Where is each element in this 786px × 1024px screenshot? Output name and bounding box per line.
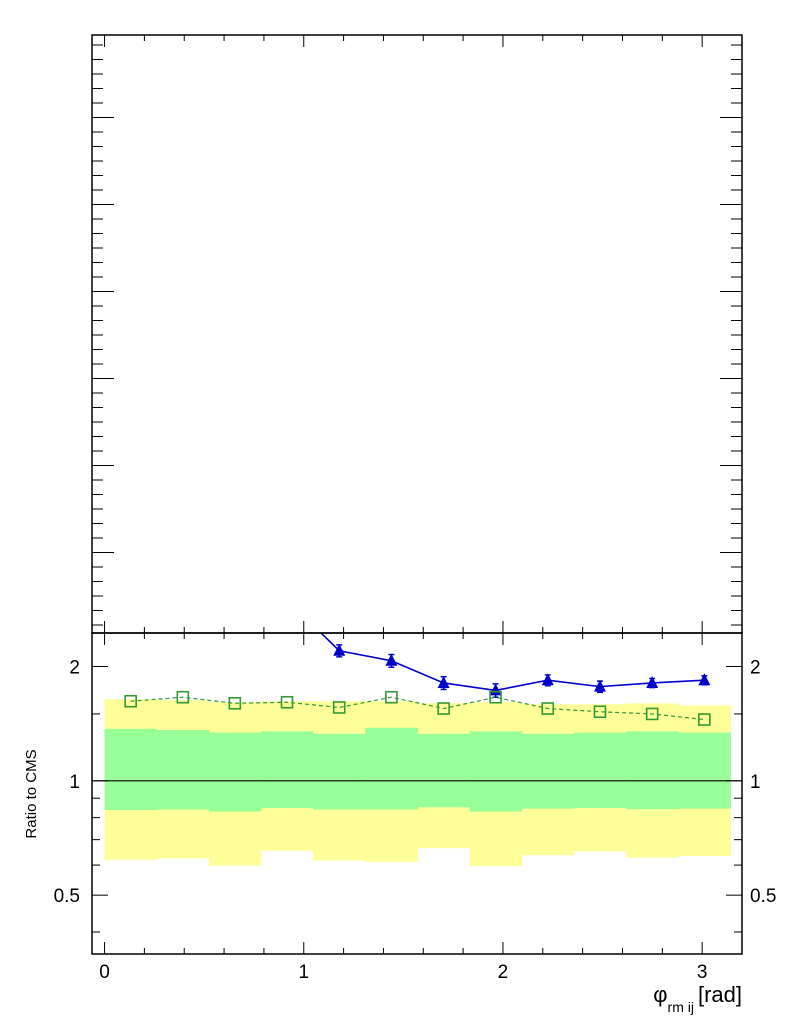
series-0-line bbox=[319, 633, 705, 692]
series-1-point bbox=[124, 694, 137, 708]
series-1-point bbox=[385, 690, 398, 704]
tick-labels: 0 1 2 3 0.5 0.5 1 1 2 2 bbox=[54, 657, 777, 983]
band-inner-bin bbox=[104, 728, 158, 810]
x-tick-label: 0 bbox=[99, 962, 110, 983]
y-tick-label-right: 0.5 bbox=[750, 886, 776, 907]
band-inner-bin bbox=[417, 733, 471, 808]
series-1-point bbox=[228, 696, 242, 710]
series-layer bbox=[124, 508, 711, 726]
uncertainty-bands bbox=[104, 699, 731, 866]
series-0-point bbox=[333, 643, 346, 656]
y-tick-label-right: 1 bbox=[750, 772, 761, 793]
y-tick-label: 0.5 bbox=[54, 886, 80, 907]
series-1-point bbox=[698, 713, 711, 726]
series-1-point bbox=[489, 690, 502, 704]
series-0-point bbox=[177, 529, 189, 541]
y-tick-label: 2 bbox=[69, 657, 80, 678]
series-0-point bbox=[229, 563, 241, 575]
band-inner-bin bbox=[521, 733, 575, 809]
x-axis-label-unit: [rad] bbox=[698, 982, 742, 1007]
band-inner-bin bbox=[573, 732, 627, 809]
band-inner-bin bbox=[678, 732, 731, 809]
series-0-point bbox=[437, 675, 450, 688]
band-inner-bin bbox=[156, 730, 210, 810]
series-0-point bbox=[281, 593, 293, 605]
series-1-point bbox=[280, 695, 294, 709]
ratio-panel-ticks bbox=[92, 633, 743, 954]
ratio-panel: 0 1 2 3 0.5 0.5 1 1 2 2 bbox=[54, 508, 777, 983]
series-0-point bbox=[125, 508, 137, 520]
x-tick-label: 3 bbox=[697, 962, 708, 983]
y-tick-label: 1 bbox=[69, 772, 80, 793]
series-1-point bbox=[437, 702, 450, 715]
x-axis-label-sub: rm ij bbox=[668, 999, 694, 1015]
series-0-point bbox=[646, 675, 659, 688]
upper-panel-frame bbox=[91, 34, 743, 634]
series-0-point bbox=[541, 673, 554, 686]
y-tick-label-right: 2 bbox=[750, 657, 761, 678]
band-inner-bin bbox=[208, 732, 262, 812]
upper-panel-ticks bbox=[92, 35, 743, 633]
ratio-panel-frame bbox=[91, 632, 743, 955]
series-1-point bbox=[332, 701, 346, 714]
band-inner-bin bbox=[365, 727, 418, 810]
x-axis-label: φrm ij [rad] bbox=[653, 982, 742, 1015]
band-inner-bin bbox=[260, 731, 314, 809]
series-0-point bbox=[698, 673, 711, 686]
band-inner-bin bbox=[469, 731, 523, 812]
y-axis-label: Ratio to CMS bbox=[23, 749, 40, 838]
band-inner-bin bbox=[313, 733, 366, 810]
x-axis-label-main: φ bbox=[653, 982, 667, 1007]
series-1-point bbox=[176, 690, 190, 704]
series-1-point bbox=[541, 702, 555, 715]
series-0-point bbox=[593, 679, 606, 692]
series-1-line bbox=[130, 696, 705, 721]
x-tick-label: 2 bbox=[498, 962, 509, 983]
x-tick-label: 1 bbox=[298, 962, 309, 983]
series-1-point bbox=[593, 705, 607, 719]
series-0-point bbox=[385, 653, 398, 666]
band-inner-bin bbox=[626, 731, 679, 810]
series-1-point bbox=[645, 707, 659, 721]
